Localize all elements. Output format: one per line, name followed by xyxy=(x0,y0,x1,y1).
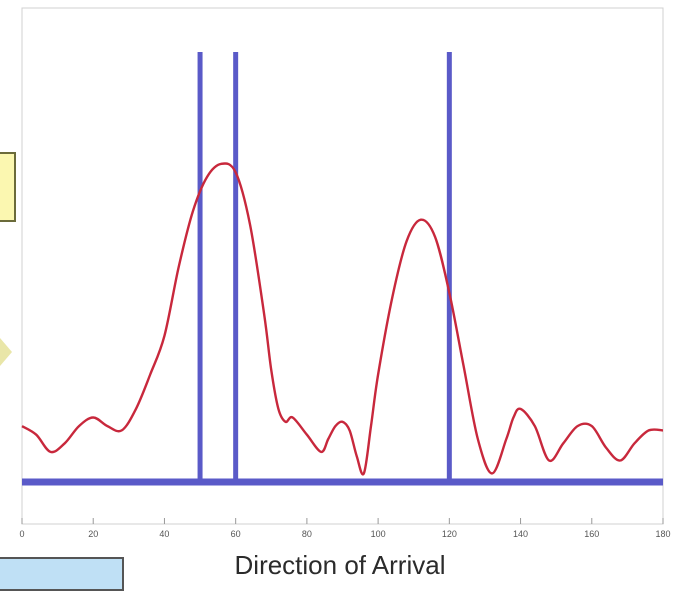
x-tick-label: 40 xyxy=(159,529,169,539)
yellow-callout-box xyxy=(0,152,16,222)
x-tick-label: 20 xyxy=(88,529,98,539)
x-tick-label: 120 xyxy=(442,529,457,539)
x-ticks: 0 20 40 60 80 100 120 140 160 180 xyxy=(19,518,671,539)
spectrum-curve xyxy=(21,162,664,476)
arrow-callout-icon xyxy=(0,338,12,366)
x-axis-label: Direction of Arrival xyxy=(235,550,446,579)
x-tick-label: 140 xyxy=(513,529,528,539)
x-tick-label: 60 xyxy=(231,529,241,539)
stem-series xyxy=(197,52,452,482)
blue-callout-box xyxy=(0,557,124,591)
x-tick-label: 0 xyxy=(19,529,24,539)
x-tick-label: 160 xyxy=(584,529,599,539)
x-tick-label: 180 xyxy=(655,529,670,539)
x-tick-label: 80 xyxy=(302,529,312,539)
doa-chart: 0 20 40 60 80 100 120 140 160 180 Direction of Ar… xyxy=(19,7,671,579)
plot-frame xyxy=(21,7,664,525)
x-tick-label: 100 xyxy=(371,529,386,539)
